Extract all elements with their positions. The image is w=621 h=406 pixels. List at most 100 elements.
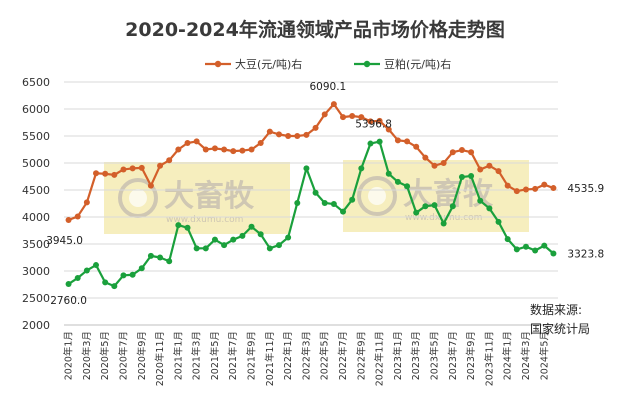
- y-tick-label: 3500: [22, 238, 50, 251]
- source-note: 数据来源: 国家统计局: [530, 302, 590, 336]
- data-point: [367, 140, 374, 147]
- x-tick-label: 2024年5月: [538, 331, 550, 380]
- data-point: [468, 172, 475, 179]
- data-point: [404, 138, 411, 145]
- data-point: [221, 242, 228, 249]
- y-tick-label: 6500: [22, 76, 50, 89]
- data-point: [221, 146, 228, 153]
- data-point: [330, 101, 337, 108]
- watermark-logo-core-icon: [368, 187, 386, 205]
- data-point: [522, 186, 529, 193]
- data-point: [157, 254, 164, 261]
- y-axis: 2000 2500 3000 3500 4000 4500 5000 5500 6000 6500: [22, 76, 50, 332]
- y-tick-label: 2000: [22, 319, 50, 332]
- data-point: [211, 145, 218, 152]
- x-tick-label: 2021年5月: [209, 331, 221, 380]
- series-line: [68, 103, 554, 221]
- chart-title: 2020-2024年流通领域产品市场价格走势图: [125, 18, 505, 41]
- legend-label: 豆粕(元/吨)右: [384, 57, 451, 71]
- data-point: [266, 245, 273, 252]
- data-point: [504, 182, 511, 189]
- x-tick-label: 2022年7月: [337, 331, 349, 380]
- data-point: [330, 201, 337, 208]
- data-point: [275, 242, 282, 249]
- data-point: [266, 128, 273, 135]
- x-tick-label: 2024年3月: [520, 331, 532, 380]
- data-label: 3945.0: [46, 235, 83, 247]
- data-point: [285, 133, 292, 139]
- data-point: [230, 148, 237, 155]
- data-point: [74, 213, 81, 220]
- data-point: [340, 208, 347, 215]
- data-point: [83, 267, 90, 274]
- data-point: [413, 209, 420, 216]
- x-tick-label: 2023年7月: [447, 331, 459, 380]
- y-tick-label: 2500: [22, 292, 50, 305]
- data-point: [83, 199, 90, 206]
- data-point: [513, 246, 520, 253]
- y-tick-label: 4500: [22, 184, 50, 197]
- data-point: [422, 203, 429, 210]
- data-point: [340, 114, 347, 121]
- data-point: [303, 165, 310, 172]
- y-tick-label: 4000: [22, 211, 50, 224]
- data-point: [486, 205, 493, 212]
- data-label: 4535.9: [567, 183, 604, 195]
- data-point: [111, 283, 118, 290]
- data-point: [102, 279, 109, 286]
- x-tick-label: 2022年1月: [282, 331, 294, 380]
- source-line-2: 国家统计局: [530, 321, 590, 336]
- x-tick-label: 2020年9月: [136, 331, 148, 380]
- data-point: [312, 124, 319, 131]
- data-point: [193, 138, 200, 145]
- data-point: [211, 236, 218, 243]
- data-point: [532, 247, 539, 254]
- data-point: [541, 242, 548, 249]
- data-point: [458, 174, 465, 181]
- data-point: [184, 140, 191, 147]
- data-point: [239, 147, 246, 154]
- data-point: [477, 166, 484, 173]
- x-tick-label: 2020年3月: [81, 331, 93, 380]
- y-tick-label: 3000: [22, 265, 50, 278]
- data-label: 3323.8: [567, 249, 604, 261]
- data-point: [458, 147, 465, 154]
- x-tick-label: 2020年11月: [154, 331, 166, 386]
- data-point: [193, 245, 200, 252]
- data-point: [541, 181, 548, 188]
- data-point: [440, 220, 447, 227]
- x-tick-label: 2021年3月: [191, 331, 203, 380]
- data-point: [129, 271, 136, 278]
- data-point: [166, 258, 173, 265]
- data-point: [120, 166, 127, 173]
- data-point: [202, 146, 209, 153]
- x-tick-label: 2020年7月: [117, 331, 129, 380]
- data-point: [248, 146, 255, 153]
- data-point: [65, 216, 72, 223]
- data-point: [349, 196, 356, 203]
- data-point: [275, 131, 282, 138]
- data-point: [257, 231, 264, 238]
- data-point: [285, 234, 292, 241]
- legend-item-1: 大豆(元/吨)右: [205, 57, 302, 71]
- x-tick-label: 2022年9月: [355, 331, 367, 380]
- data-point: [111, 171, 118, 178]
- data-point: [321, 199, 328, 206]
- data-point: [449, 203, 456, 210]
- data-point: [157, 162, 164, 169]
- data-point: [138, 164, 145, 171]
- data-point: [74, 275, 81, 282]
- x-tick-label: 2022年11月: [374, 331, 386, 386]
- data-label: 5396.8: [355, 119, 392, 131]
- data-point: [468, 149, 475, 156]
- x-tick-label: 2023年9月: [465, 331, 477, 380]
- data-point: [138, 265, 145, 272]
- data-point: [522, 243, 529, 250]
- data-point: [294, 133, 301, 139]
- data-point: [431, 162, 438, 169]
- data-point: [321, 111, 328, 118]
- data-point: [486, 162, 493, 169]
